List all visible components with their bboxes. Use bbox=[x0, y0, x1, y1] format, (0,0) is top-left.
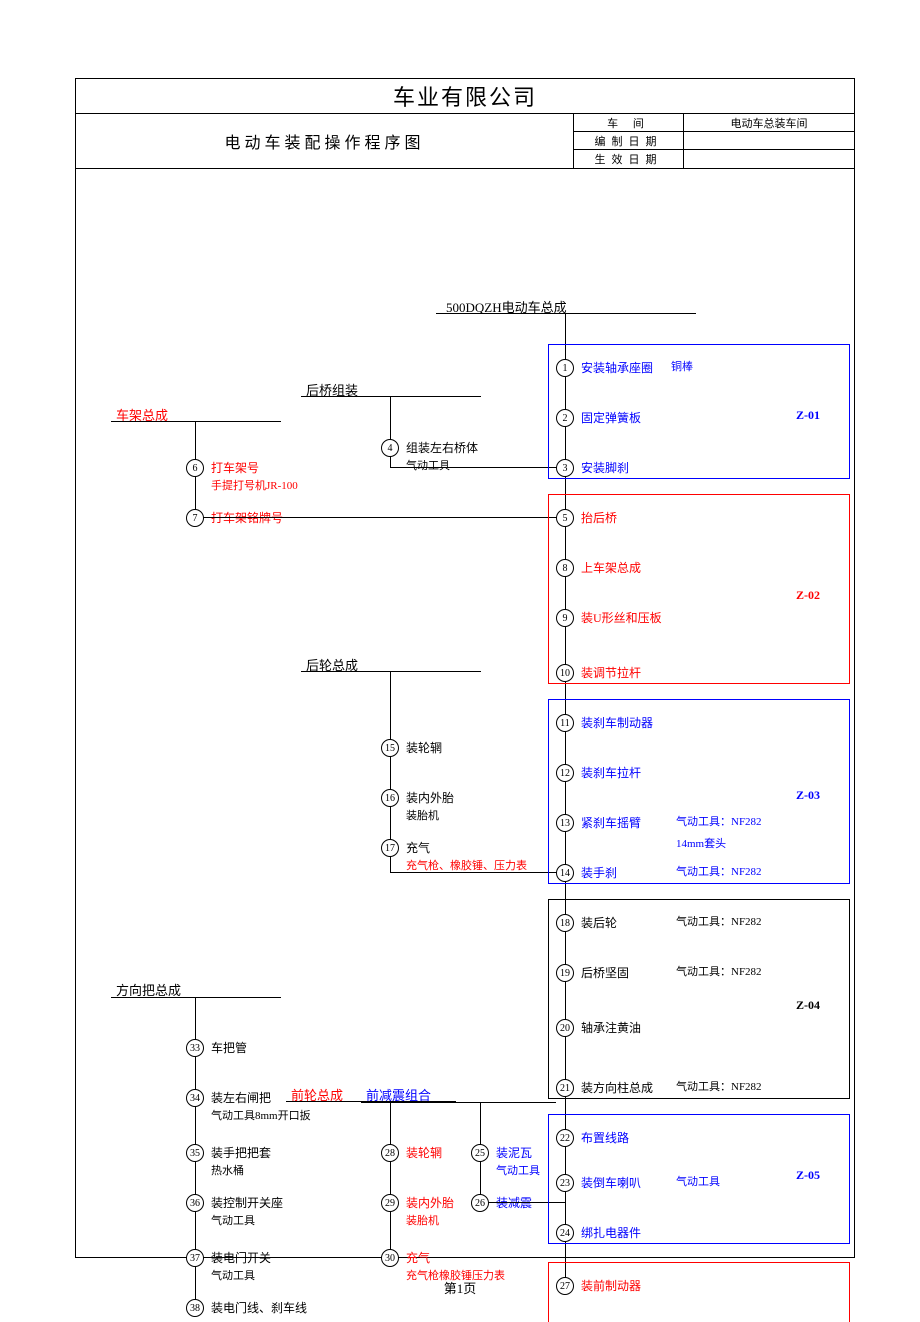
node-label: 充气 bbox=[406, 1252, 430, 1264]
node-circle: 20 bbox=[556, 1019, 574, 1037]
node-label: 装控制开关座 bbox=[211, 1197, 283, 1209]
node-circle: 18 bbox=[556, 914, 574, 932]
node-circle: 2 bbox=[556, 409, 574, 427]
hdr-date1-label: 编制日期 bbox=[574, 132, 684, 149]
node-label: 装内外胎 bbox=[406, 792, 454, 804]
hdr-workshop-val: 电动车总装车间 bbox=[684, 114, 854, 131]
node-circle: 8 bbox=[556, 559, 574, 577]
zone-box bbox=[548, 699, 850, 884]
node-tool-label: 装胎机 bbox=[406, 811, 439, 822]
node-label: 装电门线、刹车线 bbox=[211, 1302, 307, 1314]
zone-box bbox=[548, 899, 850, 1099]
node-label: 装电门开关 bbox=[211, 1252, 271, 1264]
node-label: 打车架号 bbox=[211, 462, 259, 474]
branch-title: 方向把总成 bbox=[116, 984, 181, 997]
node-circle: 36 bbox=[186, 1194, 204, 1212]
connector-line bbox=[390, 467, 565, 468]
node-circle: 23 bbox=[556, 1174, 574, 1192]
node-circle: 10 bbox=[556, 664, 574, 682]
node-circle: 9 bbox=[556, 609, 574, 627]
node-circle: 14 bbox=[556, 864, 574, 882]
zone-box bbox=[548, 1262, 850, 1322]
node-label: 打车架铭牌号 bbox=[211, 512, 283, 524]
node-label: 装轮辋 bbox=[406, 742, 442, 754]
header: 电动车装配操作程序图 车 间 电动车总装车间 编制日期 生效日期 bbox=[76, 114, 854, 169]
zone-box bbox=[548, 1114, 850, 1244]
node-circle: 4 bbox=[381, 439, 399, 457]
node-circle: 37 bbox=[186, 1249, 204, 1267]
node-circle: 19 bbox=[556, 964, 574, 982]
connector-line bbox=[195, 517, 565, 518]
node-tool-label: 气动工具 bbox=[496, 1166, 540, 1177]
connector-line bbox=[111, 997, 281, 998]
node-circle: 11 bbox=[556, 714, 574, 732]
node-label: 充气 bbox=[406, 842, 430, 854]
connector-line bbox=[390, 872, 565, 873]
node-tool-label: 气动工具8mm开口扳 bbox=[211, 1111, 311, 1122]
node-circle: 6 bbox=[186, 459, 204, 477]
node-tool-label: 气动工具 bbox=[211, 1216, 255, 1227]
node-circle: 24 bbox=[556, 1224, 574, 1242]
node-circle: 21 bbox=[556, 1079, 574, 1097]
node-circle: 3 bbox=[556, 459, 574, 477]
node-tool-label: 装胎机 bbox=[406, 1216, 439, 1227]
node-tool-label: 充气枪、橡胶锤、压力表 bbox=[406, 861, 527, 872]
connector-line bbox=[436, 313, 696, 314]
connector-line bbox=[301, 396, 481, 397]
node-label: 装左右闸把 bbox=[211, 1092, 271, 1104]
zone-box bbox=[548, 344, 850, 479]
node-circle: 1 bbox=[556, 359, 574, 377]
node-circle: 5 bbox=[556, 509, 574, 527]
hdr-workshop-label: 车 间 bbox=[574, 114, 684, 131]
node-circle: 17 bbox=[381, 839, 399, 857]
hdr-date2-label: 生效日期 bbox=[574, 150, 684, 168]
node-circle: 12 bbox=[556, 764, 574, 782]
node-circle: 30 bbox=[381, 1249, 399, 1267]
node-circle: 26 bbox=[471, 1194, 489, 1212]
node-tool-label: 热水桶 bbox=[211, 1166, 244, 1177]
node-label: 装轮辋 bbox=[406, 1147, 442, 1159]
node-circle: 33 bbox=[186, 1039, 204, 1057]
zone-box bbox=[548, 494, 850, 684]
connector-line bbox=[361, 1102, 556, 1103]
node-circle: 35 bbox=[186, 1144, 204, 1162]
flowchart-canvas: 500DQZH电动车总成 Z-01Z-02Z-03Z-04Z-05后桥组装车架总… bbox=[76, 169, 854, 1259]
subtitle: 电动车装配操作程序图 bbox=[76, 114, 574, 168]
node-tool-label: 手提打号机JR-100 bbox=[211, 481, 298, 492]
connector-line bbox=[301, 671, 481, 672]
node-circle: 16 bbox=[381, 789, 399, 807]
node-label: 装减震 bbox=[496, 1197, 532, 1209]
hdr-date2-val bbox=[684, 150, 854, 168]
node-label: 装手把把套 bbox=[211, 1147, 271, 1159]
connector-line bbox=[390, 1102, 391, 1262]
node-circle: 27 bbox=[556, 1277, 574, 1295]
node-circle: 25 bbox=[471, 1144, 489, 1162]
hdr-date1-val bbox=[684, 132, 854, 149]
node-label: 装泥瓦 bbox=[496, 1147, 532, 1159]
node-label: 装内外胎 bbox=[406, 1197, 454, 1209]
connector-line bbox=[111, 421, 281, 422]
node-circle: 13 bbox=[556, 814, 574, 832]
company-title: 车业有限公司 bbox=[76, 79, 854, 114]
node-circle: 29 bbox=[381, 1194, 399, 1212]
node-label: 车把管 bbox=[211, 1042, 247, 1054]
node-circle: 15 bbox=[381, 739, 399, 757]
node-label: 组装左右桥体 bbox=[406, 442, 478, 454]
node-circle: 22 bbox=[556, 1129, 574, 1147]
node-circle: 34 bbox=[186, 1089, 204, 1107]
node-circle: 7 bbox=[186, 509, 204, 527]
node-circle: 28 bbox=[381, 1144, 399, 1162]
